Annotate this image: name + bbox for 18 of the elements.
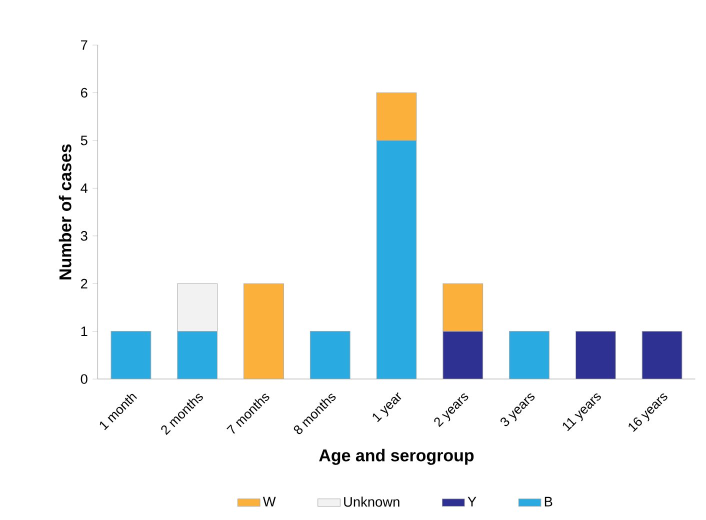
y-tick-label: 5 (80, 136, 88, 146)
legend-label: B (544, 496, 552, 506)
y-axis-title: Number of cases (58, 144, 72, 280)
y-tick-label: 4 (80, 183, 88, 193)
y-tick-label: 1 (81, 326, 88, 336)
legend-label: Y (468, 496, 476, 506)
y-tick-label: 6 (81, 88, 88, 98)
y-tick-label: 3 (80, 231, 88, 241)
y-tick-label: 0 (80, 374, 88, 384)
bar (110, 331, 152, 380)
bar (642, 331, 682, 380)
legend-label: W (262, 496, 276, 506)
legend-label: Unknown (344, 496, 400, 507)
bar (575, 331, 616, 380)
y-tick-label: 7 (81, 40, 88, 50)
y-tick-label: 2 (81, 278, 88, 288)
bar (310, 331, 350, 380)
x-axis-title: Age and serogroup (319, 448, 474, 465)
